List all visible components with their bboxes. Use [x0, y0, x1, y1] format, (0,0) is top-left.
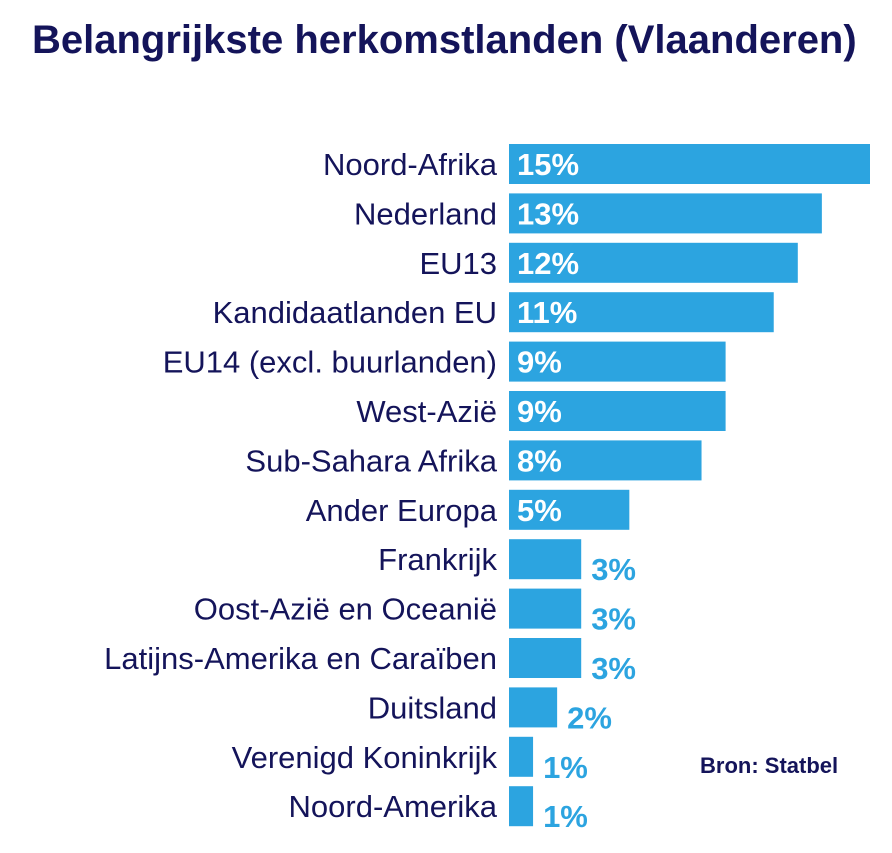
data-label: 9%: [517, 394, 562, 429]
category-label: Nederland: [354, 196, 497, 231]
data-label: 2%: [567, 700, 612, 735]
category-label: Latijns-Amerika en Caraïben: [104, 641, 497, 676]
category-label: EU13: [419, 246, 497, 281]
bar: [509, 736, 534, 777]
bar: [509, 786, 534, 827]
category-label: West-Azië: [356, 394, 497, 429]
data-label: 9%: [517, 345, 562, 380]
data-label: 15%: [517, 147, 579, 182]
data-label: 1%: [543, 750, 588, 785]
bar: [509, 539, 582, 580]
bar: [509, 638, 582, 678]
data-label: 1%: [543, 799, 588, 834]
category-label: EU14 (excl. buurlanden): [163, 345, 497, 380]
category-label: Ander Europa: [306, 493, 498, 528]
bar: [509, 341, 726, 382]
bar: [509, 144, 870, 184]
category-label: Verenigd Koninkrijk: [232, 740, 498, 775]
bar: [509, 489, 630, 530]
category-label: Duitsland: [368, 690, 497, 725]
bar: [509, 440, 702, 481]
category-label: Noord-Amerika: [289, 789, 498, 824]
bar: [509, 588, 582, 629]
category-label: Noord-Afrika: [323, 147, 498, 182]
bar: [509, 687, 558, 728]
bar: [509, 292, 774, 333]
chart-title: Belangrijkste herkomstlanden (Vlaanderen…: [32, 18, 857, 62]
data-label: 12%: [517, 246, 579, 281]
data-label: 3%: [591, 602, 636, 637]
data-label: 3%: [591, 552, 636, 587]
data-label: 5%: [517, 493, 562, 528]
data-label: 13%: [517, 196, 579, 231]
source-note: Bron: Statbel: [700, 753, 839, 778]
category-label: Frankrijk: [378, 542, 497, 577]
bar: [509, 242, 798, 283]
category-label: Kandidaatlanden EU: [213, 295, 497, 330]
data-label: 11%: [517, 295, 577, 330]
category-label: Oost-Azië en Oceanië: [194, 592, 497, 627]
data-label: 8%: [517, 443, 562, 478]
bar: [509, 391, 726, 431]
category-label: Sub-Sahara Afrika: [245, 443, 497, 478]
data-label: 3%: [591, 651, 636, 686]
bar: [509, 193, 822, 234]
